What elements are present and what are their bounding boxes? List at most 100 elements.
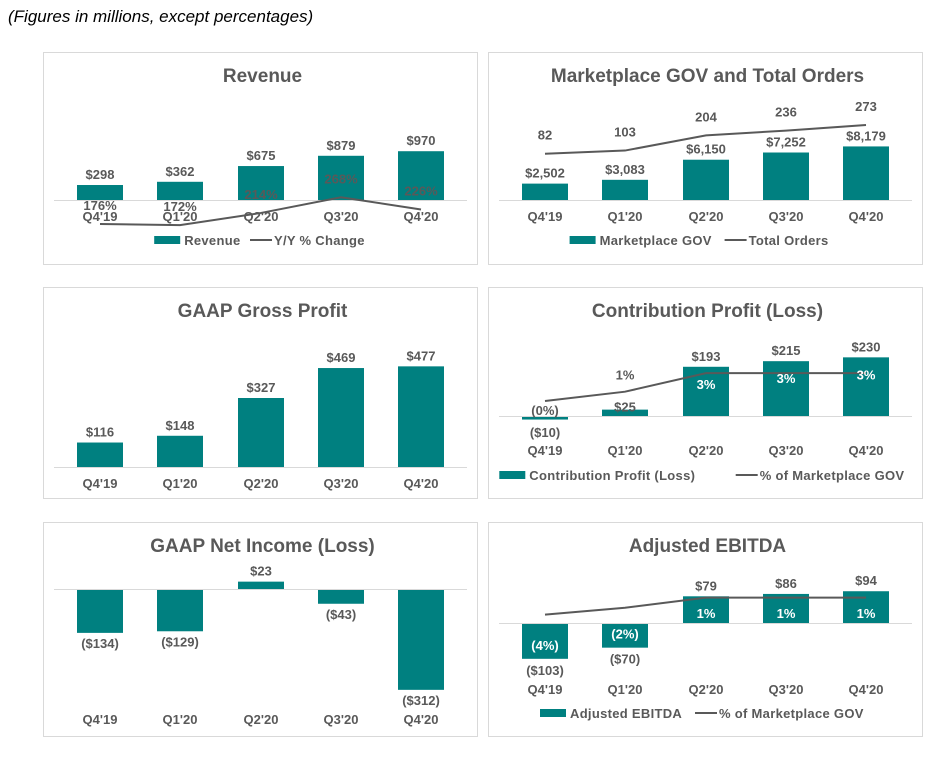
- x-tick-label: Q4'20: [849, 209, 884, 224]
- line-value-label: 176%: [83, 198, 117, 213]
- line-value-label: (2%): [611, 627, 638, 642]
- revenue-chart-panel: Revenue $298 $362 $675 $879 $970 176% 172% 214% 2…: [43, 52, 478, 265]
- bar-Q419: [522, 183, 568, 200]
- bar-value-label: $362: [166, 164, 195, 179]
- legend-bar-swatch: [499, 471, 526, 479]
- bar-Q419: [522, 417, 568, 420]
- legend-bar-label: Revenue: [184, 233, 240, 248]
- legend-line-label: Total Orders: [749, 233, 829, 248]
- gross-profit-chart: GAAP Gross Profit $116 $148 $327 $469 $477 Q4'…: [54, 301, 467, 491]
- bar-Q120: [602, 624, 648, 648]
- bar-value-label: $6,150: [686, 142, 726, 157]
- bar-Q420: [843, 357, 889, 416]
- x-tick-label: Q4'20: [849, 443, 884, 458]
- x-tick-label: Q1'20: [608, 682, 643, 697]
- line-value-label: 82: [538, 128, 552, 143]
- x-tick-label: Q1'20: [163, 712, 198, 727]
- line-value-label: 172%: [163, 199, 197, 214]
- x-tick-label: Q2'20: [689, 443, 724, 458]
- x-tick-label: Q2'20: [244, 209, 279, 224]
- x-tick-label: Q4'19: [83, 209, 118, 224]
- x-tick-label: Q3'20: [324, 209, 359, 224]
- bar-Q320: [763, 152, 809, 200]
- bar-Q320: [763, 593, 809, 623]
- bar-value-label: ($312): [402, 693, 440, 708]
- bar-value-label: $86: [775, 576, 797, 591]
- bar-value-label: ($70): [610, 652, 640, 667]
- bar-Q420: [843, 591, 889, 623]
- bar-value-label: $116: [86, 425, 114, 440]
- bar-Q420: [398, 151, 444, 200]
- ebitda-chart: Adjusted EBITDA ($103) ($70) $79 $86 $94 (4%) (…: [499, 536, 912, 721]
- legend-bar-swatch: [154, 236, 181, 244]
- gov-chart: Marketplace GOV and Total Orders $2,502 $3…: [499, 66, 912, 248]
- chart-title: GAAP Net Income (Loss): [150, 536, 375, 557]
- line-value-label: 1%: [777, 606, 796, 621]
- legend-bar-swatch: [569, 236, 596, 244]
- legend-line-label: % of Marketplace GOV: [760, 468, 905, 483]
- bar-Q220: [238, 398, 284, 467]
- bar-value-label: $675: [247, 148, 276, 163]
- bar-Q320: [318, 155, 364, 200]
- net-income-chart: GAAP Net Income (Loss) ($134) ($129) $23 ($4…: [54, 536, 467, 727]
- bar-value-label: $327: [247, 380, 276, 395]
- bar-value-label: $469: [327, 350, 356, 365]
- ebitda-chart-panel: Adjusted EBITDA ($103) ($70) $79 $86 $94 (4%) (…: [488, 522, 923, 737]
- x-tick-label: Q2'20: [689, 682, 724, 697]
- x-tick-label: Q4'19: [83, 476, 118, 491]
- chart-title: Contribution Profit (Loss): [592, 301, 823, 322]
- line-value-label: 1%: [857, 606, 876, 621]
- line-value-label: 1%: [697, 606, 716, 621]
- legend-line-label: % of Marketplace GOV: [719, 706, 864, 721]
- bar-Q419: [77, 442, 123, 467]
- bar-value-label: $25: [614, 400, 636, 415]
- line-value-label: 268%: [324, 171, 358, 186]
- chart-title: GAAP Gross Profit: [178, 301, 348, 322]
- x-tick-label: Q4'19: [528, 209, 563, 224]
- bar-Q320: [763, 361, 809, 416]
- x-tick-label: Q4'19: [528, 682, 563, 697]
- line-value-label: 103: [614, 125, 636, 140]
- line-value-label: 226%: [404, 183, 438, 198]
- x-tick-label: Q1'20: [163, 209, 198, 224]
- bar-value-label: ($10): [530, 425, 560, 440]
- line-series: [544, 372, 866, 402]
- bar-Q419: [77, 185, 123, 200]
- x-tick-label: Q3'20: [324, 476, 359, 491]
- x-tick-label: Q4'20: [404, 476, 439, 491]
- legend-bar-label: Adjusted EBITDA: [570, 706, 682, 721]
- gross-profit-chart-panel: GAAP Gross Profit $116 $148 $327 $469 $477 Q4'…: [43, 287, 478, 499]
- x-tick-label: Q2'20: [689, 209, 724, 224]
- bar-value-label: $148: [166, 418, 195, 433]
- x-tick-label: Q1'20: [608, 209, 643, 224]
- bar-Q120: [157, 435, 203, 467]
- line-series: [544, 124, 867, 155]
- line-value-label: 273: [855, 99, 877, 114]
- bar-value-label: $3,083: [605, 162, 645, 177]
- x-tick-label: Q2'20: [244, 476, 279, 491]
- line-value-label: 3%: [697, 377, 716, 392]
- chart-title: Marketplace GOV and Total Orders: [551, 66, 864, 87]
- x-tick-label: Q3'20: [769, 443, 804, 458]
- line-value-label: 204: [695, 109, 717, 124]
- bar-Q419: [77, 590, 123, 633]
- bar-value-label: ($103): [526, 663, 564, 678]
- bar-value-label: ($43): [326, 607, 356, 622]
- bar-value-label: $79: [695, 578, 717, 593]
- bar-Q220: [238, 581, 284, 589]
- bar-Q220: [683, 366, 729, 416]
- bar-value-label: $298: [86, 167, 115, 182]
- chart-title: Adjusted EBITDA: [629, 536, 787, 557]
- bar-value-label: $879: [327, 138, 356, 153]
- x-tick-label: Q4'20: [849, 682, 884, 697]
- bar-Q120: [602, 179, 648, 200]
- bar-Q220: [683, 159, 729, 200]
- bar-Q419: [522, 624, 568, 659]
- bar-value-label: $2,502: [525, 166, 565, 181]
- legend-bar-label: Marketplace GOV: [600, 233, 712, 248]
- line-series: [544, 596, 866, 616]
- x-tick-label: Q4'20: [404, 209, 439, 224]
- bar-Q420: [398, 590, 444, 690]
- line-series: [99, 196, 422, 227]
- legend-line-label: Y/Y % Change: [274, 233, 365, 248]
